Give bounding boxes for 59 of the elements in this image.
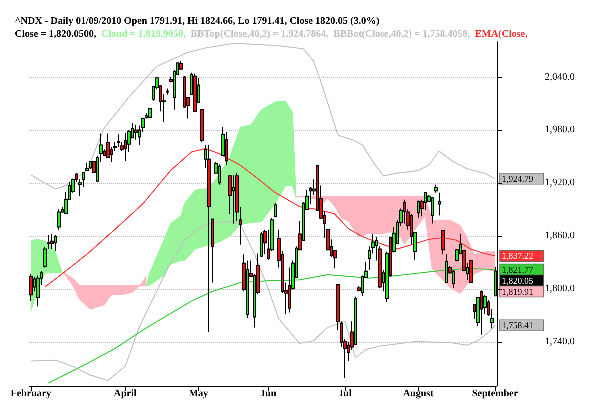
- candlestick: [441, 230, 445, 256]
- annotation: 1,924.79: [502, 174, 534, 184]
- candlestick: [218, 164, 221, 186]
- candlestick: [50, 234, 54, 250]
- candlestick: [54, 234, 57, 252]
- annotation: 1,821.77: [502, 264, 534, 275]
- candlestick: [417, 200, 420, 219]
- chart-title: ^NDX - Daily 01/09/2010 Open 1791.91, Hi 1824.66, Lo 1791.41, Close 1820.05 (3.0%): [15, 16, 380, 27]
- annotation: 1,819.91: [502, 286, 534, 297]
- candlestick: [274, 202, 277, 218]
- text: Cloud = 1,819.9050,: [102, 29, 186, 40]
- annotation: 1,820.05: [502, 276, 534, 286]
- candlestick: [469, 259, 473, 284]
- y-tick-label: 1,980.0: [545, 124, 575, 136]
- candlestick: [260, 232, 263, 258]
- y-tick-label: 1,800.0: [545, 283, 575, 294]
- candlestick: [89, 160, 92, 170]
- candlestick: [117, 134, 120, 148]
- y-tick-label: 1,740.0: [545, 336, 575, 348]
- line-series: [44, 148, 496, 288]
- candlestick: [438, 192, 441, 216]
- candlestick: [57, 209, 61, 230]
- x-tick-label: Jul: [338, 388, 352, 400]
- annotation: 1,837.22: [502, 251, 534, 262]
- x-tick-label: February: [10, 388, 52, 400]
- x-tick-label: Jun: [260, 388, 277, 400]
- annotation: 1,758.41: [502, 320, 534, 331]
- candlestick: [200, 109, 204, 144]
- series-label: BBTop(Close,40,2) = 1,924.7864,: [190, 29, 330, 40]
- candlestick: [211, 218, 214, 284]
- text: EMA(Close,: [475, 29, 528, 40]
- y-tick-label: 1,860.0: [545, 230, 575, 242]
- candlestick: [193, 73, 197, 112]
- text: BBBot(Close,40,2) = 1,758.4058,: [334, 29, 471, 40]
- x-tick-label: May: [188, 388, 208, 400]
- line-series: [30, 43, 496, 190]
- candlestick: [85, 162, 89, 172]
- line-series: [30, 221, 496, 382]
- candlestick: [452, 270, 455, 289]
- x-tick-label: April: [114, 388, 138, 400]
- y-tick-label: 1,920.0: [545, 178, 575, 189]
- candlestick: [225, 131, 228, 166]
- y-tick-label: 2,040.0: [545, 72, 575, 83]
- candlestick: [232, 174, 235, 224]
- text: Close = 1,820.0500,: [15, 29, 98, 40]
- x-tick-label: August: [403, 388, 434, 400]
- candlestick: [148, 108, 152, 118]
- candlestick: [36, 275, 40, 308]
- line-series: [48, 268, 496, 384]
- candlestick: [106, 133, 110, 159]
- candlestick: [207, 144, 211, 333]
- candlestick: [445, 254, 448, 284]
- candlestick: [480, 290, 483, 336]
- x-tick-label: September: [472, 388, 519, 400]
- candlestick: [434, 184, 438, 194]
- candlestick: [124, 132, 127, 162]
- candlestick: [29, 273, 33, 302]
- candlestick: [166, 88, 169, 96]
- candlestick: [431, 196, 434, 224]
